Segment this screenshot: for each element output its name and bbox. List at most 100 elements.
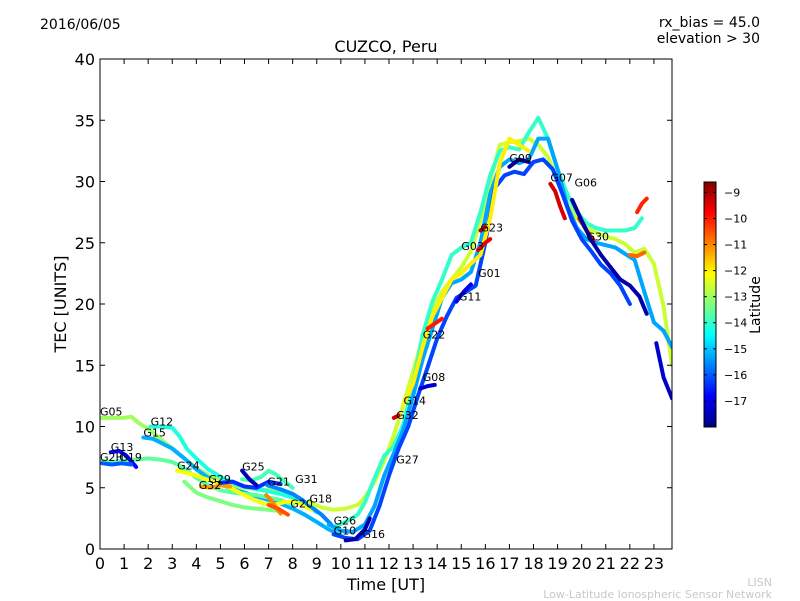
- colorbar-tick-label: −14: [724, 317, 747, 330]
- track-31: [635, 196, 649, 215]
- track-26: [478, 224, 488, 233]
- track-8: [199, 483, 233, 490]
- satellite-label-g01: G01: [478, 267, 501, 280]
- satellite-label-g25: G25: [242, 461, 265, 474]
- colorbar-tick-label: −11: [724, 239, 747, 252]
- track-7: [182, 479, 283, 513]
- satellite-label-g06: G06: [575, 176, 598, 189]
- x-tick-label: 6: [239, 554, 249, 573]
- x-tick-label: 5: [215, 554, 225, 573]
- satellite-label-g2h: G2H: [100, 451, 124, 464]
- colorbar-tick-label: −10: [724, 212, 747, 225]
- track-4: [108, 449, 139, 469]
- x-tick-label: 11: [355, 554, 375, 573]
- track-33: [654, 341, 672, 401]
- x-tick-label: 4: [191, 554, 201, 573]
- track-22: [425, 316, 444, 331]
- satellite-label-g12: G12: [151, 415, 174, 428]
- chart-title: CUZCO, Peru: [334, 37, 438, 56]
- satellite-label-g30: G30: [587, 230, 610, 243]
- track-28: [548, 181, 567, 221]
- track-27: [507, 157, 531, 169]
- colorbar-label: Latitude: [748, 276, 764, 334]
- satellite-label-g23: G23: [481, 222, 504, 235]
- satellite-label-g09: G09: [509, 152, 532, 165]
- colorbar-tick-label: −16: [724, 369, 747, 382]
- x-tick-label: 1: [119, 554, 129, 573]
- x-tick-label: 7: [263, 554, 273, 573]
- x-tick-label: 14: [427, 554, 447, 573]
- satellite-label-g08: G08: [423, 371, 446, 384]
- colorbar-tick-label: −12: [724, 265, 747, 278]
- satellite-label-g31: G31: [295, 473, 318, 486]
- x-axis-label: Time [UT]: [346, 575, 425, 594]
- x-tick-label: 15: [451, 554, 471, 573]
- satellite-label-g13: G13: [111, 441, 134, 454]
- x-tick-label: 0: [95, 554, 105, 573]
- satellite-label-g19: G19: [119, 451, 142, 464]
- credit-line1: LISN: [747, 576, 772, 589]
- colorbar-tick-label: −13: [724, 291, 747, 304]
- credit: LISN Low-Latitude Ionospheric Sensor Net…: [543, 577, 772, 601]
- track-25: [476, 237, 493, 253]
- date-label: 2016/06/05: [40, 17, 121, 33]
- satellite-label-g32: G32: [396, 409, 419, 422]
- x-tick-label: 23: [644, 554, 664, 573]
- x-tick-label: 2: [143, 554, 153, 573]
- x-tick-label: 9: [312, 554, 322, 573]
- satellite-label-g14: G14: [404, 394, 427, 407]
- x-axis: 0 1 2 3 4 5 6 7 8 9 10 11 12 13 14 15 16 17 18 19 20 21 22 23: [95, 59, 664, 573]
- colorbar-tick-label: −9: [724, 186, 740, 199]
- track-20: [401, 136, 531, 407]
- y-tick-label: 15: [75, 356, 95, 375]
- track-23: [418, 382, 437, 391]
- x-tick-label: 13: [403, 554, 423, 573]
- tracks-layer: [100, 115, 672, 543]
- y-tick-label: 5: [85, 479, 95, 498]
- satellite-label-g15: G15: [143, 426, 166, 439]
- track-11: [265, 483, 334, 527]
- track-5: [100, 461, 134, 467]
- x-tick-label: 16: [475, 554, 495, 573]
- bias-line: rx_bias = 45.0: [658, 15, 760, 31]
- satellite-label-g27: G27: [396, 453, 419, 466]
- elevation-line: elevation > 30: [656, 31, 760, 47]
- track-19: [343, 516, 372, 543]
- credit-line2: Low-Latitude Ionospheric Sensor Network: [543, 588, 772, 601]
- y-tick-label: 20: [75, 295, 95, 314]
- colorbar-tick-label: −17: [724, 395, 747, 408]
- satellite-label-g18: G18: [310, 492, 333, 505]
- x-tick-label: 20: [572, 554, 592, 573]
- track-9: [218, 479, 283, 490]
- x-tick-label: 21: [596, 554, 616, 573]
- satellite-label-g26: G26: [334, 515, 357, 528]
- track-12: [240, 468, 259, 488]
- track-6: [175, 468, 314, 512]
- satellite-label-g03: G03: [461, 240, 484, 253]
- x-tick-label: 17: [499, 554, 519, 573]
- y-axis-label: TEC [UNITS]: [51, 256, 70, 354]
- bias-label: rx_bias = 45.0 elevation > 30: [657, 15, 760, 47]
- colorbar: [703, 181, 717, 428]
- satellite-label-g32: G32: [199, 479, 222, 492]
- x-tick-label: 18: [523, 554, 543, 573]
- y-tick-label: 30: [75, 173, 95, 192]
- track-17: [326, 136, 672, 534]
- x-tick-label: 22: [620, 554, 640, 573]
- satellite-label-g20: G20: [290, 497, 313, 510]
- satellite-label-g24: G24: [177, 459, 200, 472]
- satellite-label-g05: G05: [100, 406, 123, 419]
- satellite-label-g16: G16: [363, 528, 386, 541]
- x-tick-label: 19: [547, 554, 567, 573]
- x-tick-label: 10: [331, 554, 351, 573]
- satellite-label-g10: G10: [334, 524, 357, 537]
- track-21: [391, 413, 401, 420]
- y-tick-label: 35: [75, 111, 95, 130]
- track-32: [627, 250, 647, 259]
- x-tick-label: 8: [288, 554, 298, 573]
- y-tick-label: 40: [75, 50, 95, 69]
- x-tick-label: 3: [167, 554, 177, 573]
- x-tick-label: 12: [379, 554, 399, 573]
- colorbar-ticks: −17 −16 −15 −14 −13 −12 −11 −10 −9: [704, 186, 747, 408]
